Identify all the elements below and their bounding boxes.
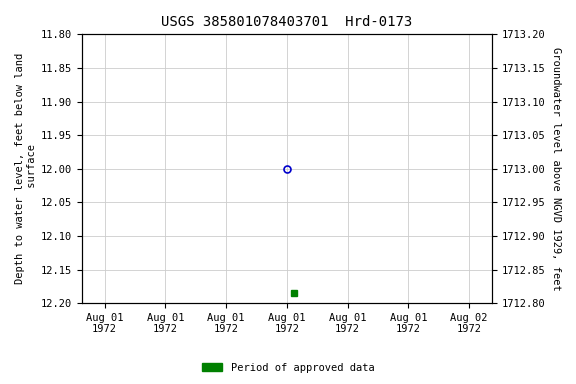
Y-axis label: Depth to water level, feet below land
 surface: Depth to water level, feet below land su… [15,53,37,284]
Legend: Period of approved data: Period of approved data [198,359,378,377]
Title: USGS 385801078403701  Hrd-0173: USGS 385801078403701 Hrd-0173 [161,15,412,29]
Y-axis label: Groundwater level above NGVD 1929, feet: Groundwater level above NGVD 1929, feet [551,47,561,291]
